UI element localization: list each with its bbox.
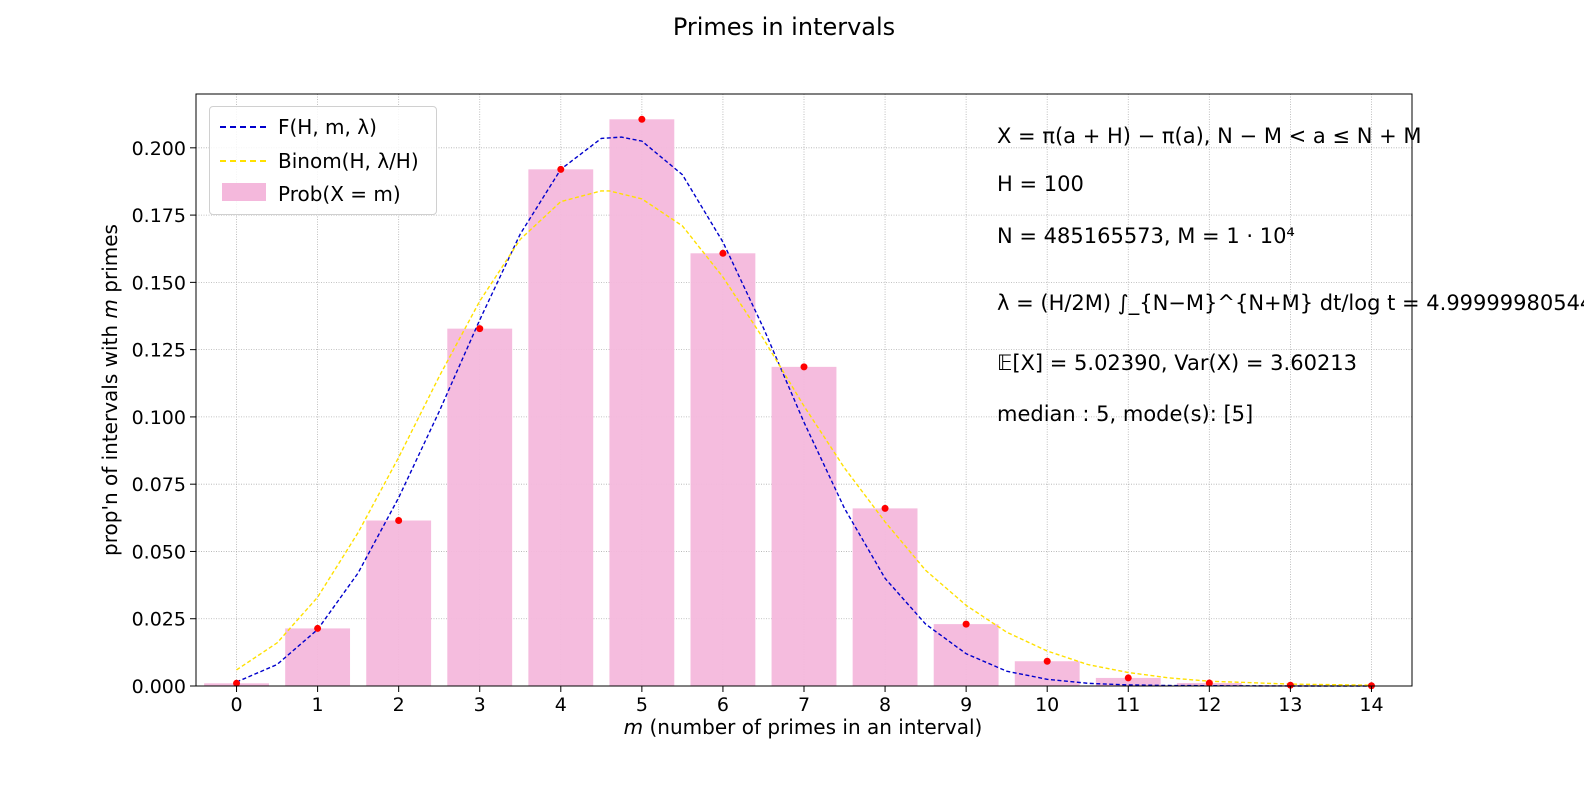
x-tick-label: 6 <box>717 694 729 716</box>
x-tick-label: 9 <box>960 694 972 716</box>
y-tick-label: 0.025 <box>132 609 186 631</box>
chart-title: Primes in intervals <box>673 13 895 41</box>
data-point <box>557 165 565 173</box>
annotation-n-m: N = 485165573, M = 1 · 10⁴ <box>997 224 1295 248</box>
x-tick-label: 0 <box>230 694 242 716</box>
annotation-lambda: λ = (H/2M) ∫_{N−M}^{N+M} dt/log t = 4.99… <box>997 291 1584 315</box>
bar <box>852 508 918 686</box>
data-point <box>800 363 808 371</box>
y-tick-label: 0.075 <box>132 474 186 496</box>
bar <box>447 328 513 686</box>
annotation-h: H = 100 <box>997 172 1084 196</box>
x-tick-label: 3 <box>474 694 486 716</box>
x-tick-label: 13 <box>1278 694 1302 716</box>
bars <box>204 119 1404 686</box>
bar <box>609 119 675 686</box>
y-tick-label: 0.125 <box>132 340 186 362</box>
x-ticks: 0 1 2 3 4 5 6 7 8 9 10 11 12 13 14 <box>230 686 1384 716</box>
data-point <box>314 624 322 632</box>
bar <box>528 169 594 686</box>
x-tick-label: 7 <box>798 694 810 716</box>
x-tick-label: 4 <box>555 694 567 716</box>
data-point <box>476 325 484 333</box>
y-ticks: 0.000 0.025 0.050 0.075 0.100 0.125 0.150 0.175… <box>132 138 196 698</box>
data-point <box>1205 679 1213 687</box>
bar <box>771 366 837 686</box>
y-tick-label: 0.150 <box>132 272 186 294</box>
x-tick-label: 8 <box>879 694 891 716</box>
y-tick-label: 0.100 <box>132 407 186 429</box>
legend: F(H, m, λ) Binom(H, λ/H) Prob(X = m) <box>209 106 437 215</box>
y-axis-label: prop'n of intervals with m primes <box>98 224 122 556</box>
data-point <box>1124 674 1132 682</box>
annotation-moments: 𝔼[X] = 5.02390, Var(X) = 3.60213 <box>997 351 1358 375</box>
x-tick-label: 12 <box>1197 694 1221 716</box>
bar <box>1014 661 1080 686</box>
annotation-x-def: X = π(a + H) − π(a), N − M < a ≤ N + M <box>997 124 1422 148</box>
legend-label-f: F(H, m, λ) <box>278 115 377 139</box>
curves <box>236 136 1372 687</box>
bar <box>690 253 756 686</box>
legend-swatch-binom <box>220 160 266 162</box>
data-point <box>1286 681 1294 689</box>
bar <box>285 628 351 686</box>
data-point <box>962 620 970 628</box>
legend-swatch-prob <box>222 183 266 201</box>
y-tick-label: 0.175 <box>132 205 186 227</box>
data-point <box>233 679 241 687</box>
data-point <box>881 504 889 512</box>
points <box>233 115 1375 690</box>
bar <box>366 520 432 686</box>
y-tick-label: 0.200 <box>132 138 186 160</box>
x-tick-label: 2 <box>393 694 405 716</box>
annotation-median-mode: median : 5, mode(s): [5] <box>997 402 1254 426</box>
x-tick-label: 10 <box>1035 694 1059 716</box>
legend-label-binom: Binom(H, λ/H) <box>278 149 419 173</box>
x-tick-label: 5 <box>636 694 648 716</box>
bar <box>1095 677 1161 686</box>
x-tick-label: 14 <box>1359 694 1383 716</box>
y-tick-label: 0.000 <box>132 676 186 698</box>
data-point <box>1043 657 1051 665</box>
legend-swatch-f <box>220 126 266 128</box>
data-point <box>638 115 646 123</box>
series-line <box>236 136 1372 687</box>
series-line <box>236 190 1372 686</box>
x-axis-label: m (number of primes in an interval) <box>624 715 983 739</box>
y-tick-label: 0.050 <box>132 541 186 563</box>
legend-label-prob: Prob(X = m) <box>278 182 401 206</box>
x-tick-label: 1 <box>312 694 324 716</box>
x-tick-label: 11 <box>1116 694 1140 716</box>
data-point <box>719 249 727 257</box>
bar <box>933 624 999 686</box>
data-point <box>395 517 403 525</box>
